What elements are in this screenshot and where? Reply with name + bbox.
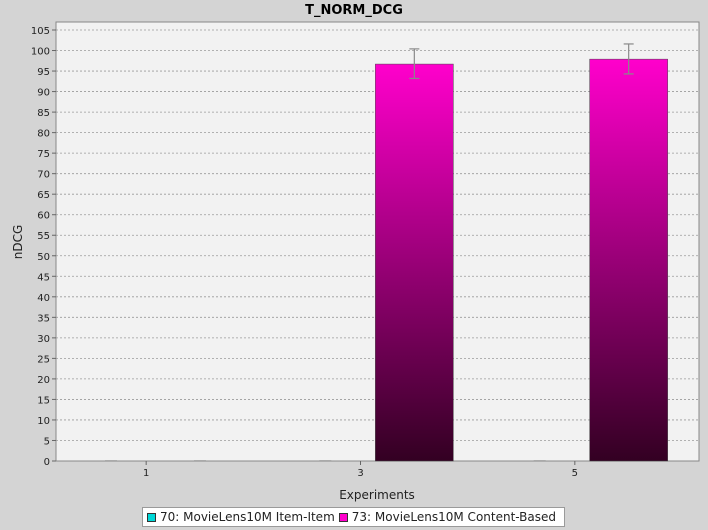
legend-swatch [338,512,348,522]
legend: 70: MovieLens10M Item-Item 73: MovieLens1… [142,507,566,527]
y-tick-label: 70 [37,170,50,181]
y-tick-label: 105 [31,26,50,37]
legend-label: 73: MovieLens10M Content-Based [351,510,557,524]
y-tick-label: 60 [37,211,50,222]
y-tick-label: 45 [37,272,50,283]
y-tick-label: 85 [37,108,50,119]
y-tick-label: 15 [37,395,50,406]
y-tick-label: 35 [37,313,50,324]
y-tick-label: 20 [37,375,50,386]
y-tick-label: 100 [31,47,50,58]
legend-label: 70: MovieLens10M Item-Item [160,510,335,524]
y-tick-label: 50 [37,252,50,263]
bar [319,460,332,461]
y-axis-ticks: 0 5 10 15 20 25 30 35 40 45 50 55 60 65 70 75 80 85 90 95 10… [31,26,56,468]
bar [194,460,206,461]
y-tick-label: 0 [44,457,50,468]
legend-item: 70: MovieLens10M Item-Item [147,510,335,524]
y-tick-label: 65 [37,190,50,201]
y-tick-label: 5 [44,436,50,447]
legend-swatch [147,512,156,522]
y-tick-label: 75 [37,149,50,160]
bars [105,43,668,462]
y-tick-label: 90 [37,88,50,99]
bar [375,63,454,462]
x-tick-label: 5 [572,468,578,479]
y-tick-label: 95 [37,67,50,78]
y-tick-label: 10 [37,416,50,427]
legend-item: 73: MovieLens10M Content-Based [338,510,557,524]
bar [533,460,546,461]
bar [589,58,668,462]
bar [105,460,117,461]
x-axis-label: Experiments [339,488,415,502]
y-tick-label: 40 [37,293,50,304]
x-tick-label: 1 [143,468,149,479]
x-axis-ticks: 1 3 5 [143,461,578,479]
chart-title: T_NORM_DCG [305,3,403,18]
x-tick-label: 3 [357,468,363,479]
y-tick-label: 30 [37,334,50,345]
y-tick-label: 25 [37,354,50,365]
y-tick-label: 80 [37,129,50,140]
y-axis-label: nDCG [11,225,25,260]
y-tick-label: 55 [37,231,50,242]
